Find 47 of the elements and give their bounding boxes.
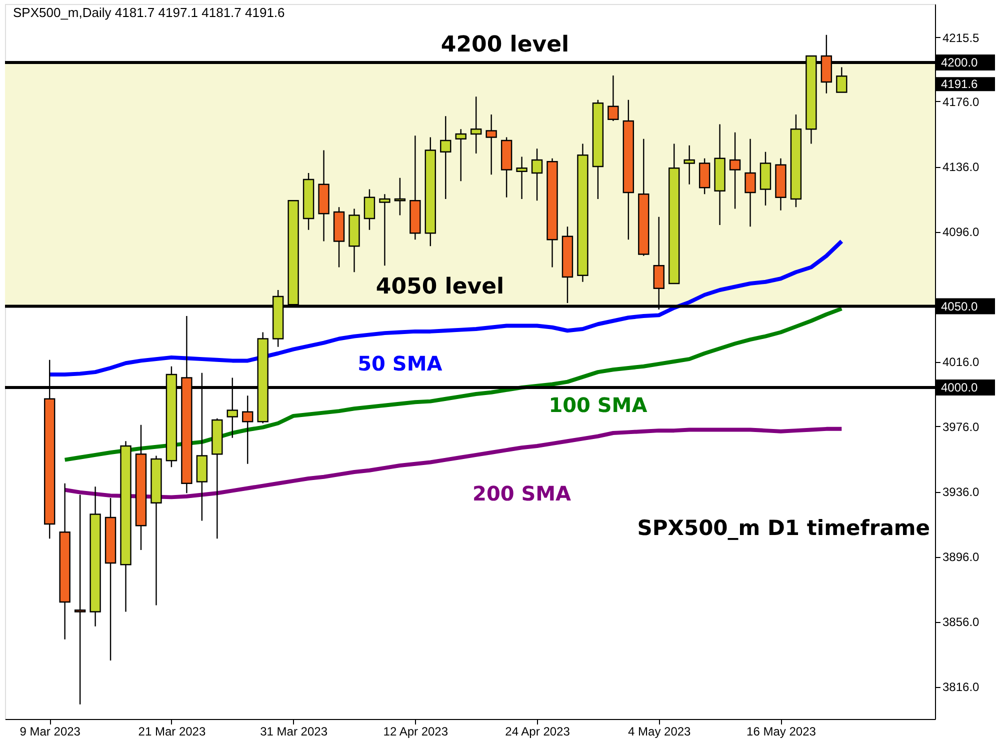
candlestick — [516, 156, 528, 200]
y-tick-label: 4176.0 — [942, 95, 980, 109]
candlestick — [455, 128, 466, 182]
text: 4191.6 — [941, 77, 978, 92]
y-tick-label: 4016.0 — [942, 355, 980, 369]
candlestick — [440, 116, 452, 200]
line-series — [62, 426, 844, 500]
x-tick-label: 24 Apr 2023 — [505, 724, 570, 738]
candlestick — [531, 148, 543, 202]
ref-line-label: 4050.0 — [941, 299, 978, 314]
annotation: 4200 level — [440, 32, 570, 58]
x-tick-label: 31 Mar 2023 — [260, 724, 328, 738]
x-tick-label: 4 May 2023 — [628, 724, 692, 738]
x-tick-label: 12 Apr 2023 — [383, 724, 448, 738]
series-label: 100 SMA — [548, 393, 648, 418]
candlestick — [74, 494, 86, 705]
candlestick — [242, 395, 254, 464]
y-tick-label: 4096.0 — [942, 225, 980, 239]
x-tick-label: 16 May 2023 — [746, 724, 816, 738]
y-tick-label: 4136.0 — [942, 160, 980, 174]
candlestick — [744, 138, 756, 228]
ref-line-label: 4200.0 — [941, 56, 978, 70]
ref-line-label: 4000.0 — [941, 380, 978, 394]
y-tick-label: 3896.0 — [942, 550, 980, 564]
series-label: 200 SMA — [472, 482, 572, 506]
chart-title: SPX500_m,Daily 4181.7 4197.1 4181.7 4191.6 — [13, 5, 285, 20]
candlestick — [394, 177, 406, 216]
candlestick — [364, 188, 376, 230]
series-label: 50 SMA — [358, 351, 443, 376]
y-tick-label: 3816.0 — [942, 680, 980, 694]
x-tick-label: 9 Mar 2023 — [20, 724, 81, 738]
candlestick — [684, 144, 695, 185]
y-tick-label: 3936.0 — [942, 485, 980, 499]
line-series — [62, 306, 844, 462]
candlestick — [470, 96, 482, 154]
y-tick-label: 4215.5 — [942, 30, 980, 45]
annotation: SPX500_m D1 timeframe — [637, 516, 930, 540]
y-tick-label: 3976.0 — [942, 420, 980, 434]
x-tick-label: 21 Mar 2023 — [138, 724, 206, 738]
candlestick — [379, 194, 390, 266]
annotation: 4050 level — [376, 274, 504, 300]
candlestick — [608, 74, 619, 122]
line-series — [48, 239, 844, 376]
candlestick — [729, 132, 741, 210]
y-tick-label: 3856.0 — [942, 615, 980, 629]
candlestick — [486, 114, 497, 176]
candlestick — [836, 66, 848, 93]
